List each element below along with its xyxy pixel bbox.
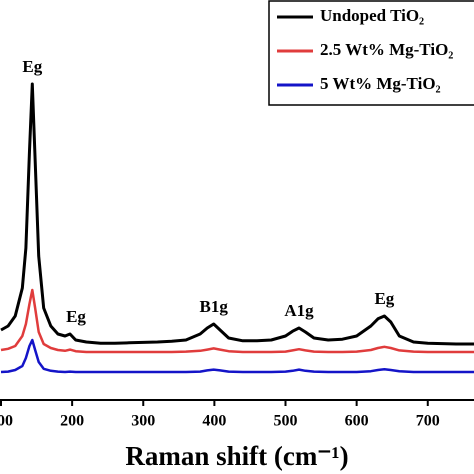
x-axis-label: Raman shift (cm⁻¹) (125, 441, 348, 471)
x-tick-label: 100 (0, 413, 13, 430)
peak-label: Eg (66, 307, 86, 326)
peak-label: B1g (200, 297, 229, 316)
x-tick-label: 200 (60, 413, 84, 430)
x-tick-label: 700 (416, 413, 440, 430)
line-series (0, 82, 474, 346)
line-series (0, 288, 474, 354)
line-series (0, 338, 474, 374)
legend-label: Undoped TiO₂ (320, 6, 424, 25)
x-tick-label: 400 (202, 413, 226, 430)
x-tick-label: 300 (131, 413, 155, 430)
legend-label: 5 Wt% Mg-TiO₂ (320, 74, 441, 93)
x-tick-label: 600 (345, 413, 369, 430)
x-tick-label: 500 (274, 413, 298, 430)
peak-label: Eg (22, 57, 42, 76)
legend-label: 2.5 Wt% Mg-TiO₂ (320, 40, 453, 59)
peak-label: Eg (374, 289, 394, 308)
peak-label: A1g (284, 301, 314, 320)
